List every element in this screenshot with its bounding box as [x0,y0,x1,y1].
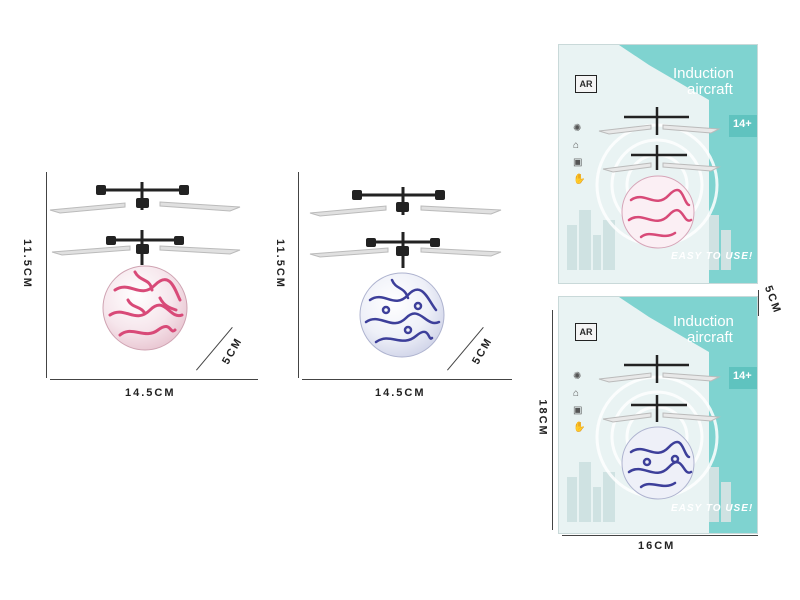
package-depth-label: 5CM [761,284,784,316]
battery-icon: ▣ [573,405,583,416]
package-pink-feature-icons: ✺ ⌂ ▣ ✋ [573,123,585,191]
hand-icon: ✋ [573,174,586,185]
package-pink-logo: AR [575,75,597,93]
hand-icon: ✋ [573,422,586,433]
package-blue: AR Induction aircraft 14+ ✺ ⌂ ▣ ✋ EASY T… [558,296,758,534]
pink-height-line [46,172,47,378]
pink-width-line [50,379,258,380]
package-width-label: 16CM [638,540,676,552]
product-pink [40,160,270,390]
package-pink-art [567,45,757,283]
blue-width-line [302,379,512,380]
pink-width-label: 14.5CM [125,387,176,399]
house-icon: ⌂ [573,140,580,151]
pink-height-label: 11.5CM [20,239,33,289]
product-blue [296,160,526,390]
blue-ball-drawing [309,187,502,358]
bulb-icon: ✺ [573,371,582,382]
package-blue-age-badge: 14+ [733,370,752,382]
package-pink-title-line1: Induction [673,65,734,82]
blue-height-line [298,172,299,378]
pink-ball-drawing [49,182,241,351]
package-blue-feature-icons: ✺ ⌂ ▣ ✋ [573,371,585,439]
package-depth-line [758,290,759,316]
blue-width-label: 14.5CM [375,387,426,399]
package-height-label: 18CM [536,399,549,437]
battery-icon: ▣ [573,157,583,168]
package-blue-logo: AR [575,323,597,341]
package-blue-title-line2: aircraft [687,329,733,346]
blue-height-label: 11.5CM [273,239,286,289]
package-blue-title-line1: Induction [673,313,734,330]
package-pink: AR Induction aircraft 14+ ✺ ⌂ ▣ ✋ EASY T… [558,44,758,284]
house-icon: ⌂ [573,388,580,399]
package-blue-art [567,297,757,533]
package-width-line [562,535,758,536]
package-pink-age-badge: 14+ [733,118,752,130]
package-pink-title-line2: aircraft [687,81,733,98]
package-pink-slogan: EASY TO USE! [671,251,754,262]
package-height-line [552,310,553,530]
bulb-icon: ✺ [573,123,582,134]
package-blue-slogan: EASY TO USE! [671,503,754,514]
